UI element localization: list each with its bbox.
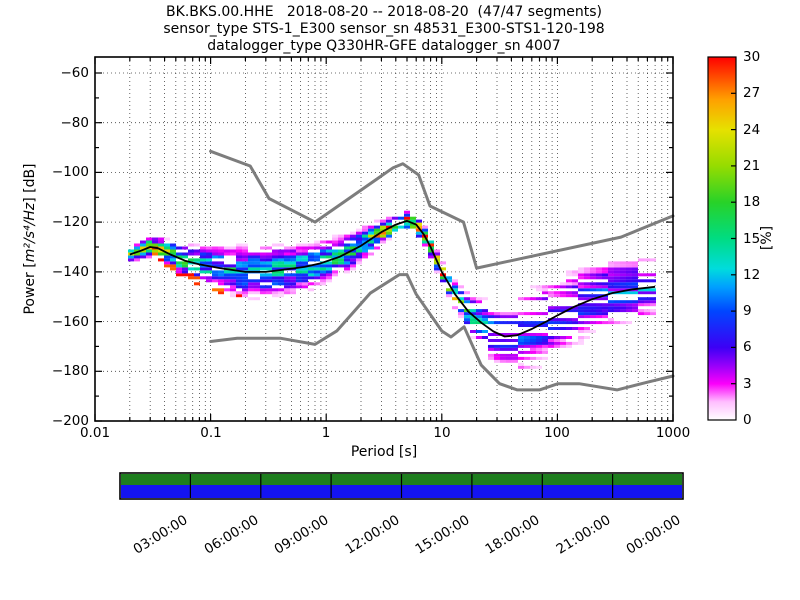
y-tick-label: −180	[51, 363, 89, 379]
y-tick-label: −120	[51, 214, 89, 230]
colorbar-tick-label: 18	[743, 194, 761, 210]
colorbar-tick-label: 12	[743, 267, 761, 283]
y-axis-label: Power [m²/s⁴/Hz] [dB]	[22, 163, 38, 314]
y-tick-label: −200	[51, 413, 89, 429]
colorbar-tick-label: 9	[743, 303, 752, 319]
plot-title-line1: BK.BKS.00.HHE 2018-08-20 -- 2018-08-20 (…	[166, 4, 602, 20]
colorbar-tick-label: 24	[743, 122, 761, 138]
x-tick-label: 1000	[655, 425, 691, 441]
colorbar-tick-label: 27	[743, 85, 761, 101]
y-tick-label: −60	[60, 65, 90, 81]
colorbar-tick-label: 15	[743, 231, 761, 247]
x-tick-label: 1	[321, 425, 331, 441]
y-tick-label: −80	[60, 115, 90, 131]
y-axis-label-units: m²/s⁴/Hz	[22, 202, 38, 263]
y-tick-label: −100	[51, 164, 89, 180]
colorbar-tick-label: 21	[743, 158, 761, 174]
x-tick-label: 0.1	[200, 425, 222, 441]
colorbar-tick-label: 3	[743, 376, 752, 392]
colorbar-tick-label: 30	[743, 49, 761, 65]
x-tick-label: 0.01	[79, 425, 111, 441]
colorbar-tick-label: 0	[743, 412, 752, 428]
y-tick-label: −160	[51, 314, 89, 330]
plot-title-line2: sensor_type STS-1_E300 sensor_sn 48531_E…	[163, 21, 605, 37]
x-tick-label: 10	[433, 425, 451, 441]
x-tick-label: 100	[544, 425, 570, 441]
x-axis-label: Period [s]	[350, 444, 418, 460]
y-tick-label: −140	[51, 264, 89, 280]
colorbar-tick-label: 6	[743, 339, 752, 355]
plot-title-line3: datalogger_type Q330HR-GFE datalogger_sn…	[207, 38, 561, 54]
colorbar-label: [%]	[759, 225, 775, 251]
